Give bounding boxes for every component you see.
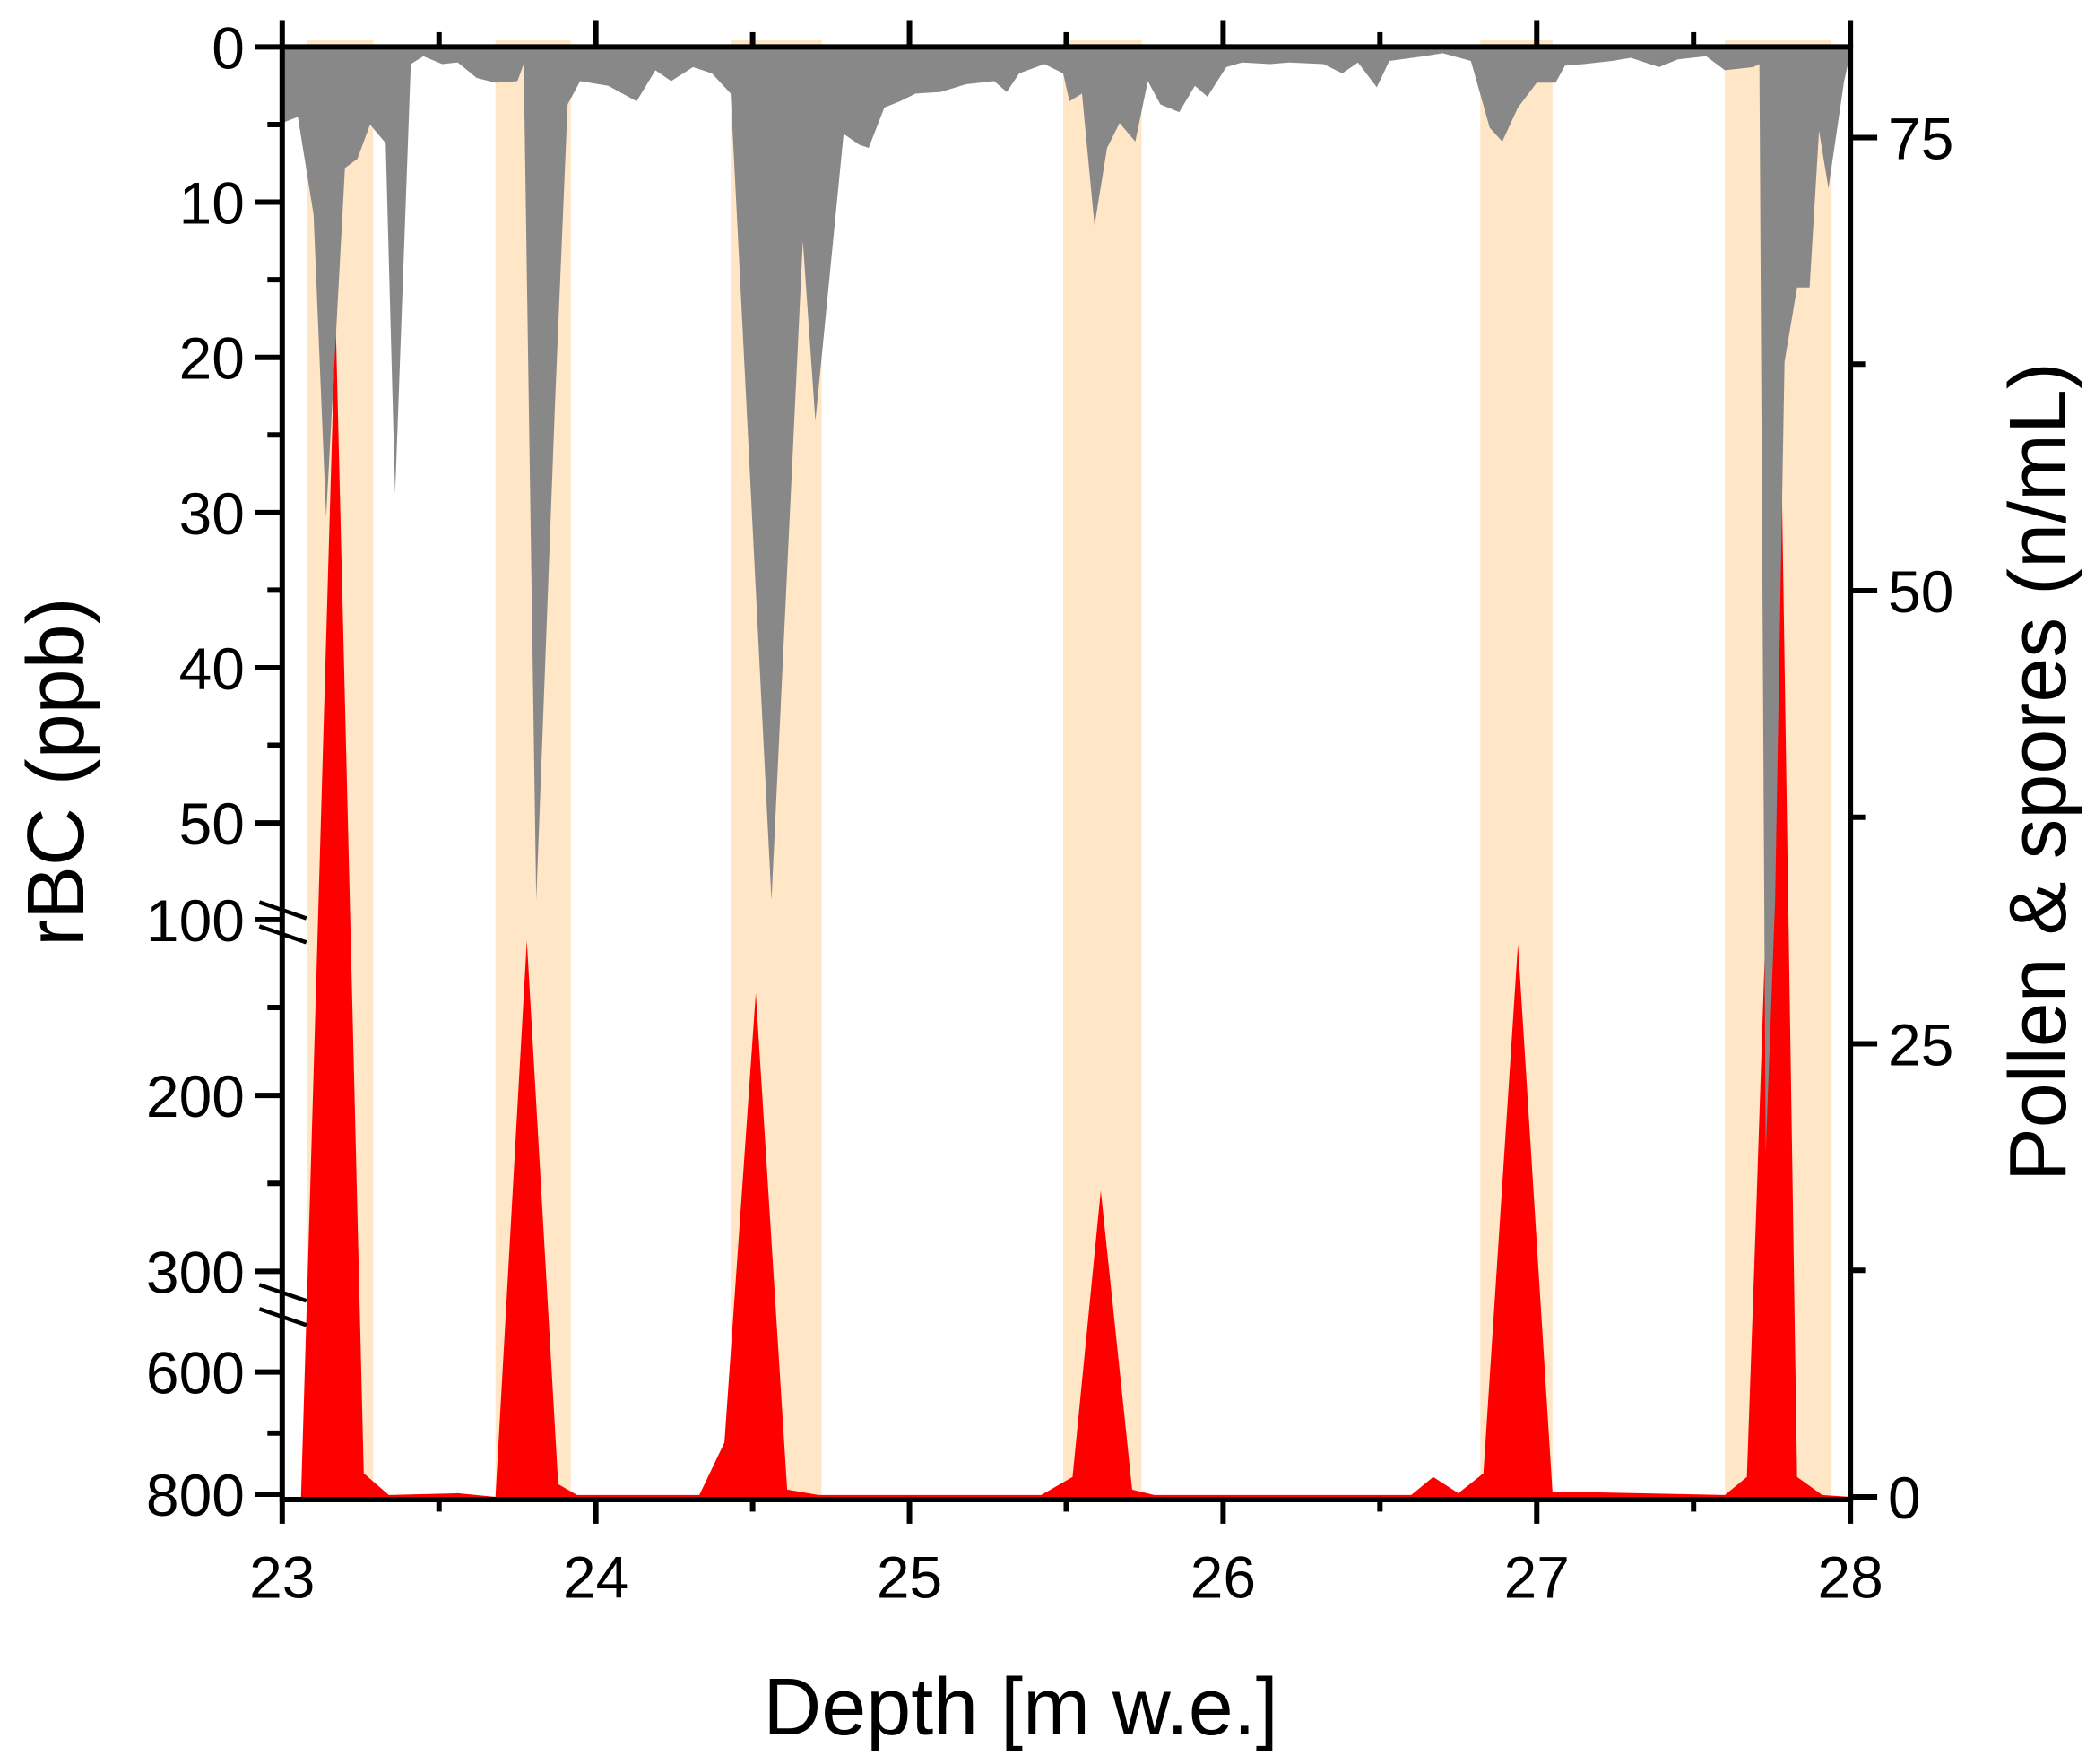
axis-break-mark — [258, 900, 307, 921]
x-axis-title: Depth [m w.e.] — [763, 1663, 1277, 1752]
left-tick-label: 40 — [179, 636, 245, 702]
axis-break-mark — [258, 1283, 307, 1303]
right-tick-label: 25 — [1888, 1011, 1953, 1077]
left-axis-title: rBC (ppb) — [12, 597, 101, 947]
x-tick-label: 24 — [563, 1544, 628, 1610]
left-tick-label: 50 — [179, 791, 245, 857]
axis-break-mark — [258, 924, 307, 945]
left-tick-label: 100 — [146, 887, 245, 954]
right-tick-label: 0 — [1888, 1465, 1921, 1531]
x-tick-label: 28 — [1817, 1544, 1883, 1610]
left-tick-label: 200 — [146, 1063, 245, 1129]
left-tick-label: 20 — [179, 325, 245, 392]
axis-break-mark — [258, 1307, 307, 1327]
right-tick-label: 75 — [1888, 105, 1953, 171]
axes — [255, 20, 1878, 1524]
x-tick-label: 27 — [1504, 1544, 1570, 1610]
right-tick-label: 50 — [1888, 558, 1953, 625]
left-tick-label: 30 — [179, 480, 245, 547]
left-tick-label: 600 — [146, 1340, 245, 1406]
left-tick-label: 800 — [146, 1462, 245, 1528]
left-tick-label: 10 — [179, 170, 245, 237]
x-tick-label: 26 — [1190, 1544, 1256, 1610]
left-tick-label: 0 — [212, 14, 245, 81]
x-tick-label: 23 — [249, 1544, 315, 1610]
x-tick-label: 25 — [877, 1544, 942, 1610]
left-tick-label: 300 — [146, 1239, 245, 1305]
right-axis-title: Pollen & spores (n/mL) — [1994, 362, 2083, 1181]
